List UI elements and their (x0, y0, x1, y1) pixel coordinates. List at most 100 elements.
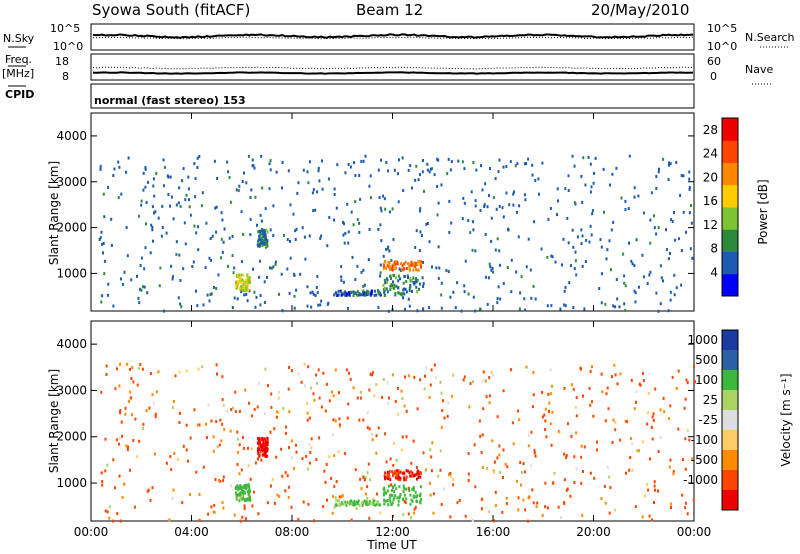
power-echo-cell (399, 292, 402, 296)
power-echo-cell (572, 245, 575, 249)
vel-echo-cell (260, 448, 263, 452)
power-echo-cell (215, 287, 218, 290)
vel-echo-cell (391, 501, 394, 505)
vel-echo-cell (257, 451, 260, 455)
vel-echo-cell (264, 412, 266, 416)
power-echo-cell (142, 171, 145, 175)
vel-echo-cell (398, 496, 401, 500)
power-echo-cell (470, 190, 473, 194)
power-echo-cell (391, 286, 394, 289)
power-echo-cell (688, 187, 691, 191)
vel-echo-cell (499, 471, 502, 474)
vel-echo-cell (569, 494, 572, 498)
power-echo-cell (138, 301, 141, 305)
vel-echo-cell (138, 439, 141, 443)
vel-echo-cell (197, 423, 199, 427)
vel-echo-cell (589, 369, 592, 373)
power-echo-cell (674, 238, 677, 242)
vel-echo-cell (677, 369, 680, 373)
vel-echo-cell (653, 501, 655, 504)
power-echo-cell (337, 289, 340, 293)
power-echo-cell (229, 200, 232, 204)
vel-echo-cell (395, 458, 398, 462)
vel-echo-cell (401, 497, 404, 501)
vel-echo-cell (106, 463, 109, 467)
power-echo-cell (571, 154, 574, 158)
vel-echo-cell (605, 392, 608, 396)
power-echo-cell (659, 264, 662, 268)
vel-echo-cell (429, 493, 432, 497)
vel-echo-cell (244, 517, 247, 521)
vel-echo-cell (104, 469, 107, 473)
power-echo-cell (187, 175, 190, 179)
vel-echo-cell (335, 501, 338, 505)
power-echo-cell (641, 253, 644, 257)
vel-echo-cell (347, 402, 350, 406)
vel-echo-cell (212, 435, 215, 439)
mode-text: normal (fast stereo) 153 (94, 94, 246, 107)
vel-echo-cell (417, 472, 420, 476)
vel-echo-cell (515, 479, 518, 483)
vel-echo-cell (136, 455, 139, 459)
vel-echo-cell (411, 487, 414, 491)
power-echo-cell (612, 220, 615, 224)
vel-echo-cell (522, 498, 525, 502)
vel-echo-cell (149, 372, 152, 375)
power-echo-cell (254, 305, 257, 309)
vel-echo-cell (651, 518, 653, 522)
power-colorbar-segment (722, 118, 738, 141)
power-echo-cell (665, 248, 668, 252)
power-echo-cell (462, 196, 465, 200)
power-echo-cell (592, 181, 595, 185)
power-echo-cell (348, 293, 351, 296)
vel-echo-cell (108, 505, 111, 509)
vel-echo-cell (684, 467, 687, 471)
power-echo-cell (402, 296, 404, 300)
vel-echo-cell (657, 489, 659, 493)
vel-echo-cell (258, 444, 261, 448)
power-echo-cell (662, 279, 664, 283)
power-echo-cell (436, 157, 439, 161)
power-echo-cell (292, 212, 295, 216)
power-echo-cell (460, 309, 463, 313)
power-echo-cell (237, 189, 240, 193)
vel-echo-cell (410, 474, 413, 478)
power-echo-cell (221, 218, 224, 222)
vel-echo-cell (481, 379, 484, 383)
power-echo-cell (403, 275, 406, 278)
power-echo-cell (210, 258, 213, 262)
vel-echo-cell (536, 501, 539, 505)
station-title: Syowa South (fitACF) (92, 1, 250, 19)
power-echo-cell (223, 227, 226, 231)
power-echo-cell (524, 308, 526, 312)
vel-echo-cell (367, 502, 370, 506)
power-echo-cell (157, 216, 160, 220)
power-echo-cell (213, 285, 215, 289)
noise-right-tick-bottom: 10^0 (707, 40, 737, 53)
power-echo-cell (624, 308, 627, 312)
power-echo-cell (125, 226, 128, 229)
velocity-echoes (100, 362, 696, 523)
power-echo-cell (419, 230, 422, 234)
power-echo-cell (356, 293, 359, 297)
vel-echo-cell (288, 410, 291, 414)
vel-echo-cell (222, 479, 225, 483)
power-echo-cell (567, 189, 570, 192)
power-echo-cell (209, 237, 212, 240)
vel-echo-cell (405, 497, 408, 501)
vel-echo-cell (363, 478, 366, 482)
vel-echo-cell (165, 461, 168, 465)
power-echo-cell (588, 240, 591, 244)
vel-echo-cell (642, 372, 644, 376)
power-echo-cell (436, 185, 439, 188)
vel-echo-cell (231, 406, 234, 410)
power-echo-cell (238, 273, 241, 277)
power-echo-cell (231, 306, 234, 309)
power-echo-cell (235, 286, 238, 290)
vel-echo-cell (118, 437, 121, 440)
power-echo-cell (175, 203, 178, 207)
power-echo-cell (688, 211, 691, 215)
power-echo-cell (220, 256, 222, 260)
power-echo-cell (450, 221, 453, 225)
